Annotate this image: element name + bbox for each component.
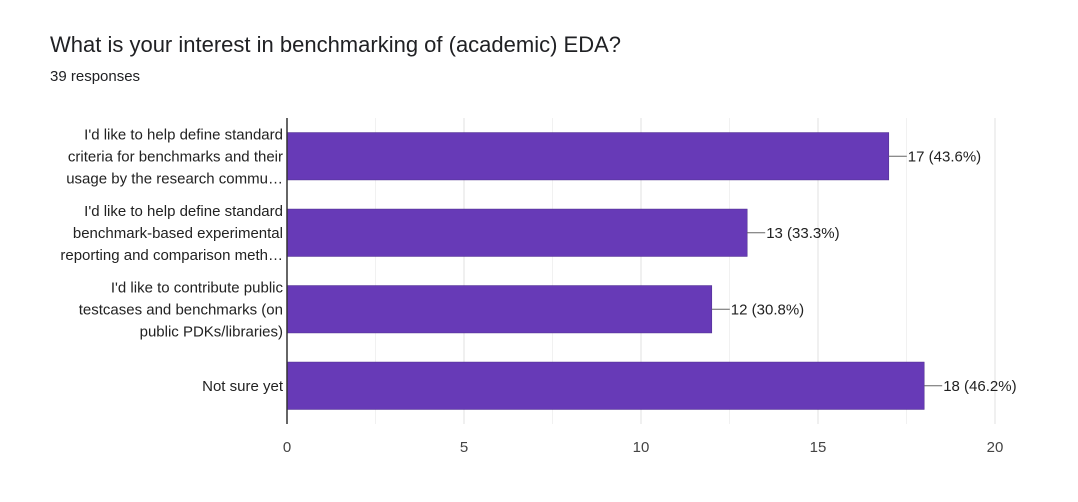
axes: 0 5 10 15 20 [283, 118, 1004, 456]
response-count: 39 responses [50, 68, 141, 85]
bar [286, 285, 713, 334]
labels: 17 (43.6%) I'd like to help define standa… [60, 126, 1016, 395]
category-label: criteria for benchmarks and their [68, 148, 283, 165]
category-label: benchmark-based experimental [73, 225, 283, 242]
category-label: I'd like to help define standard [84, 126, 283, 143]
category-label: reporting and comparison meth… [60, 247, 283, 264]
category-label: I'd like to help define standard [84, 203, 283, 220]
x-tick-label: 10 [633, 439, 650, 456]
chart-title: What is your interest in benchmarking of… [50, 32, 622, 57]
data-label: 17 (43.6%) [908, 148, 981, 165]
category-label: Not sure yet [202, 378, 284, 395]
bar [286, 132, 890, 181]
bars [286, 132, 925, 410]
bar [286, 208, 748, 257]
category-label: public PDKs/libraries) [140, 323, 283, 340]
x-tick-label: 5 [460, 439, 468, 456]
bar [286, 361, 925, 410]
x-tick-label: 15 [810, 439, 827, 456]
x-tick-label: 0 [283, 439, 291, 456]
data-label: 12 (30.8%) [731, 301, 804, 318]
category-label: testcases and benchmarks (on [79, 301, 283, 318]
category-label: I'd like to contribute public [111, 279, 284, 296]
data-label: 18 (46.2%) [943, 378, 1016, 395]
data-label: 13 (33.3%) [766, 225, 839, 242]
x-tick-label: 20 [987, 439, 1004, 456]
category-label: usage by the research commu… [66, 170, 283, 187]
